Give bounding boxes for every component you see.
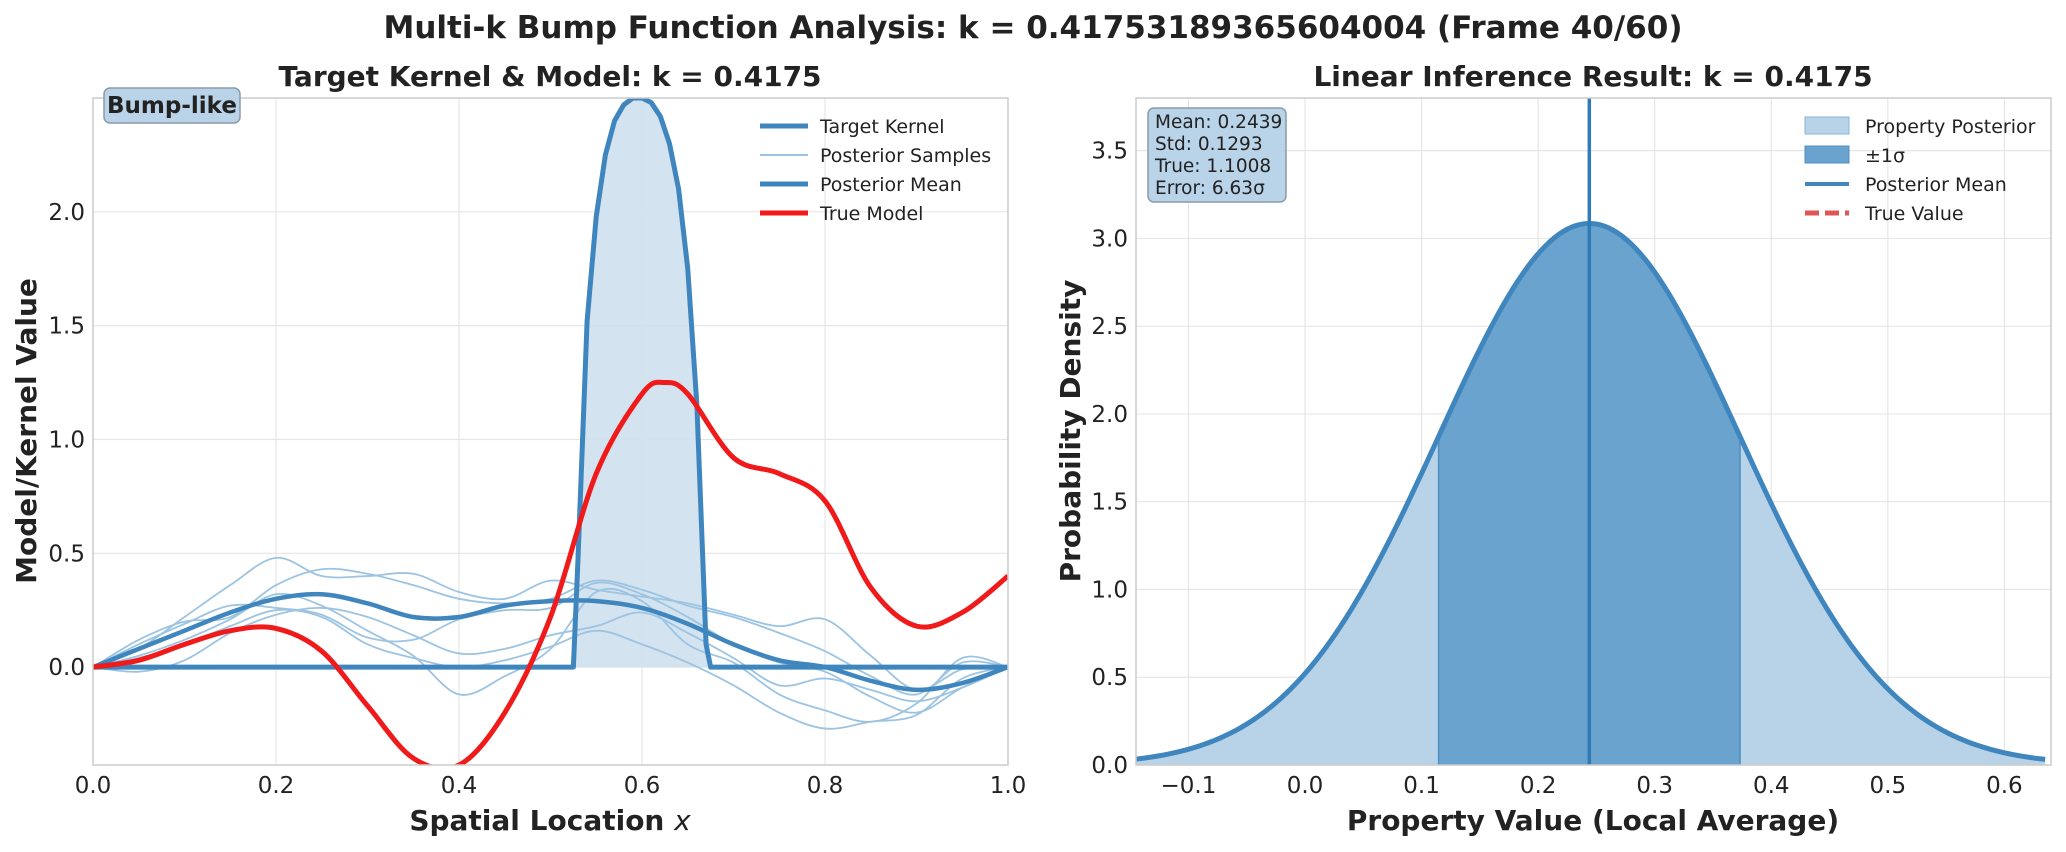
left-panel-title: Target Kernel & Model: k = 0.4175 <box>278 60 821 93</box>
right-y-tick-label: 2.0 <box>1091 402 1128 428</box>
stats-std: Std: 0.1293 <box>1155 134 1263 155</box>
left-plot-area <box>93 98 1008 765</box>
left-y-axis-label: Model/Kernel Value <box>10 278 43 584</box>
legend-label-posterior-mean: Posterior Mean <box>820 174 962 196</box>
posterior-mean-line <box>93 591 1008 693</box>
right-x-tick-label: 0.2 <box>1520 773 1557 799</box>
legend-label-target-kernel: Target Kernel <box>819 116 945 138</box>
posterior-sample-line <box>93 556 1008 691</box>
left-y-tick-label: 0.5 <box>48 541 85 567</box>
stats-box: Mean: 0.2439 Std: 0.1293 True: 1.1008 Er… <box>1147 107 1287 203</box>
right-y-tick-label: 0.5 <box>1091 665 1128 691</box>
legend-label-property-posterior: Property Posterior <box>1865 116 2036 138</box>
right-y-tick-label: 1.0 <box>1091 577 1128 603</box>
right-y-ticks: 0.0 0.5 1.0 1.5 2.0 2.5 3.0 3.5 <box>1091 139 1128 779</box>
legend-label-posterior-samples: Posterior Samples <box>820 145 991 167</box>
right-y-tick-label: 3.0 <box>1091 226 1128 252</box>
left-x-axis-var: x <box>673 804 691 837</box>
right-y-tick-label: 2.5 <box>1091 314 1128 340</box>
left-x-axis-label: Spatial Location x <box>409 804 691 837</box>
figure-suptitle: Multi-k Bump Function Analysis: k = 0.41… <box>384 10 1683 46</box>
right-x-axis-label: Property Value (Local Average) <box>1347 804 1839 837</box>
right-x-tick-label: 0.5 <box>1870 773 1907 799</box>
left-x-tick-label: 0.6 <box>624 773 661 799</box>
left-x-tick-label: 0.8 <box>807 773 844 799</box>
left-axes-frame <box>92 97 1009 766</box>
left-y-tick-label: 0.0 <box>48 655 85 681</box>
stats-mean: Mean: 0.2439 <box>1155 112 1282 133</box>
legend-label-true-value: True Value <box>1864 203 1964 225</box>
bump-badge-box <box>103 87 241 124</box>
left-x-axis-label-text: Spatial Location <box>409 804 674 837</box>
right-x-tick-label: 0.0 <box>1287 773 1324 799</box>
stats-box-frame <box>1147 107 1287 203</box>
right-legend: Property Posterior ±1σ Posterior Mean Tr… <box>1804 116 2036 225</box>
right-panel-title: Linear Inference Result: k = 0.4175 <box>1313 60 1872 93</box>
bump-badge: Bump-like <box>103 87 241 124</box>
left-x-tick-label: 0.0 <box>75 773 112 799</box>
left-x-tick-label: 0.4 <box>441 773 478 799</box>
left-x-tick-label: 1.0 <box>990 773 1027 799</box>
right-y-tick-label: 1.5 <box>1091 490 1128 516</box>
right-x-tick-label: 0.3 <box>1636 773 1673 799</box>
right-y-tick-label: 3.5 <box>1091 139 1128 165</box>
bump-badge-text: Bump-like <box>107 93 237 119</box>
right-y-axis-label: Probability Density <box>1054 280 1087 583</box>
left-y-tick-label: 1.5 <box>48 314 85 340</box>
right-series-group <box>1136 98 2046 765</box>
left-y-tick-label: 1.0 <box>48 427 85 453</box>
panel-inference-result: Linear Inference Result: k = 0.4175 −0.1… <box>1054 60 2052 837</box>
right-y-tick-label: 0.0 <box>1091 753 1128 779</box>
legend-label-sigma-band: ±1σ <box>1865 145 1905 167</box>
left-series-group <box>93 98 1008 765</box>
legend-swatch-property-posterior <box>1804 116 1850 135</box>
posterior-sample-line <box>93 581 1008 714</box>
right-x-tick-label: −0.1 <box>1161 773 1217 799</box>
posterior-sample-line <box>93 608 1008 730</box>
legend-swatch-sigma-band <box>1804 145 1850 164</box>
right-x-tick-label: 0.4 <box>1753 773 1790 799</box>
panel-kernel-model: Target Kernel & Model: k = 0.4175 0.0 0.2… <box>10 60 1026 837</box>
left-y-ticks: 0.0 0.5 1.0 1.5 2.0 <box>48 200 85 681</box>
legend-label-posterior-mean-right: Posterior Mean <box>1865 174 2007 196</box>
left-x-tick-label: 0.2 <box>258 773 295 799</box>
left-legend: Target Kernel Posterior Samples Posterio… <box>760 116 991 225</box>
legend-label-true-model: True Model <box>819 203 923 225</box>
left-x-ticks: 0.0 0.2 0.4 0.6 0.8 1.0 <box>75 773 1027 799</box>
true-model-line <box>93 379 1008 765</box>
right-x-tick-label: 0.1 <box>1403 773 1440 799</box>
right-plot-area <box>1136 98 2046 765</box>
right-x-tick-label: 0.6 <box>1986 773 2023 799</box>
stats-true: True: 1.1008 <box>1154 156 1271 177</box>
stats-error: Error: 6.63σ <box>1155 178 1265 199</box>
right-axes-frame <box>1135 97 2052 766</box>
right-x-ticks: −0.1 0.0 0.1 0.2 0.3 0.4 0.5 0.6 <box>1161 773 2023 799</box>
left-y-tick-label: 2.0 <box>48 200 85 226</box>
